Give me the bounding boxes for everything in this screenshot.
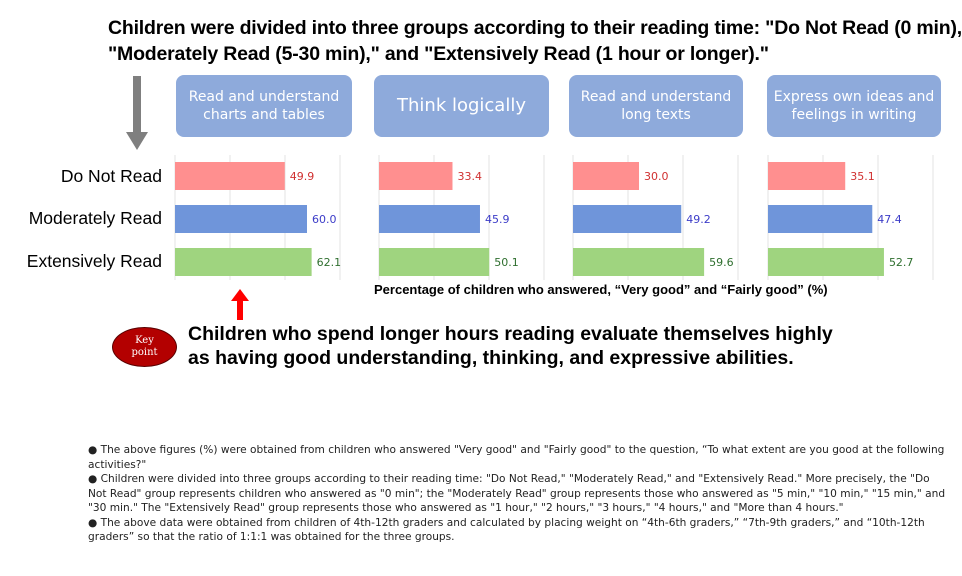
bar-charts: 49.9 60.0 62.1 33.4 45.9 50.1 30.0 49.2 59.6 35.1… <box>174 155 934 280</box>
value-label-charts-tables-do-not-read: 49.9 <box>290 170 315 183</box>
x-axis-label: Percentage of children who answered, “Ve… <box>374 282 828 297</box>
value-label-charts-tables-extensively-read: 62.1 <box>317 256 342 269</box>
category-header-think-logically: Think logically <box>374 75 549 137</box>
bar-long-texts-moderately-read <box>573 205 682 233</box>
value-label-think-logically-moderately-read: 45.9 <box>485 213 510 226</box>
row-label-moderately-read: Moderately Read <box>28 208 162 228</box>
key-point-badge: Key point <box>112 327 177 367</box>
row-label-do-not-read: Do Not Read <box>60 166 162 186</box>
value-label-express-ideas-moderately-read: 47.4 <box>877 213 902 226</box>
bar-express-ideas-moderately-read <box>768 205 873 233</box>
value-label-charts-tables-moderately-read: 60.0 <box>312 213 337 226</box>
value-label-express-ideas-extensively-read: 52.7 <box>889 256 914 269</box>
footnotes: ● The above figures (%) were obtained fr… <box>88 443 948 545</box>
footnote-1: ● The above figures (%) were obtained fr… <box>88 444 945 471</box>
bar-long-texts-extensively-read <box>573 248 705 276</box>
value-label-think-logically-do-not-read: 33.4 <box>457 170 482 183</box>
value-label-long-texts-extensively-read: 59.6 <box>709 256 734 269</box>
bar-express-ideas-do-not-read <box>768 162 846 190</box>
key-message-line-2: as having good understanding, thinking, … <box>188 347 794 369</box>
value-label-think-logically-extensively-read: 50.1 <box>494 256 518 269</box>
title-line-1: Children were divided into three groups … <box>108 17 962 39</box>
bar-long-texts-do-not-read <box>573 162 639 190</box>
bar-charts-tables-extensively-read <box>175 248 312 276</box>
category-header-charts-tables: Read and understand charts and tables <box>176 75 352 137</box>
bar-charts-tables-moderately-read <box>175 205 307 233</box>
row-label-extensively-read: Extensively Read <box>26 251 162 271</box>
up-arrow-icon <box>231 289 249 320</box>
footnote-3: ● The above data were obtained from chil… <box>88 516 925 544</box>
footnote-2: ● Children were divided into three group… <box>88 473 946 514</box>
bar-think-logically-moderately-read <box>379 205 480 233</box>
bar-think-logically-do-not-read <box>379 162 453 190</box>
badge-line-2: point <box>131 347 158 358</box>
key-message-line-1: Children who spend longer hours reading … <box>188 323 833 345</box>
down-arrow-icon <box>126 76 148 150</box>
bar-charts-tables-do-not-read <box>175 162 285 190</box>
key-message: Children who spend longer hours reading … <box>188 322 928 370</box>
category-header-long-texts: Read and understand long texts <box>569 75 743 137</box>
bar-think-logically-extensively-read <box>379 248 490 276</box>
badge-line-1: Key <box>135 335 154 346</box>
category-header-express-ideas: Express own ideas and feelings in writin… <box>767 75 941 137</box>
bar-express-ideas-extensively-read <box>768 248 884 276</box>
value-label-express-ideas-do-not-read: 35.1 <box>850 170 875 183</box>
title-line-2: "Moderately Read (5-30 min)," and "Exten… <box>108 43 769 65</box>
value-label-long-texts-moderately-read: 49.2 <box>686 213 711 226</box>
value-label-long-texts-do-not-read: 30.0 <box>644 170 669 183</box>
chart-title: Children were divided into three groups … <box>108 15 962 67</box>
